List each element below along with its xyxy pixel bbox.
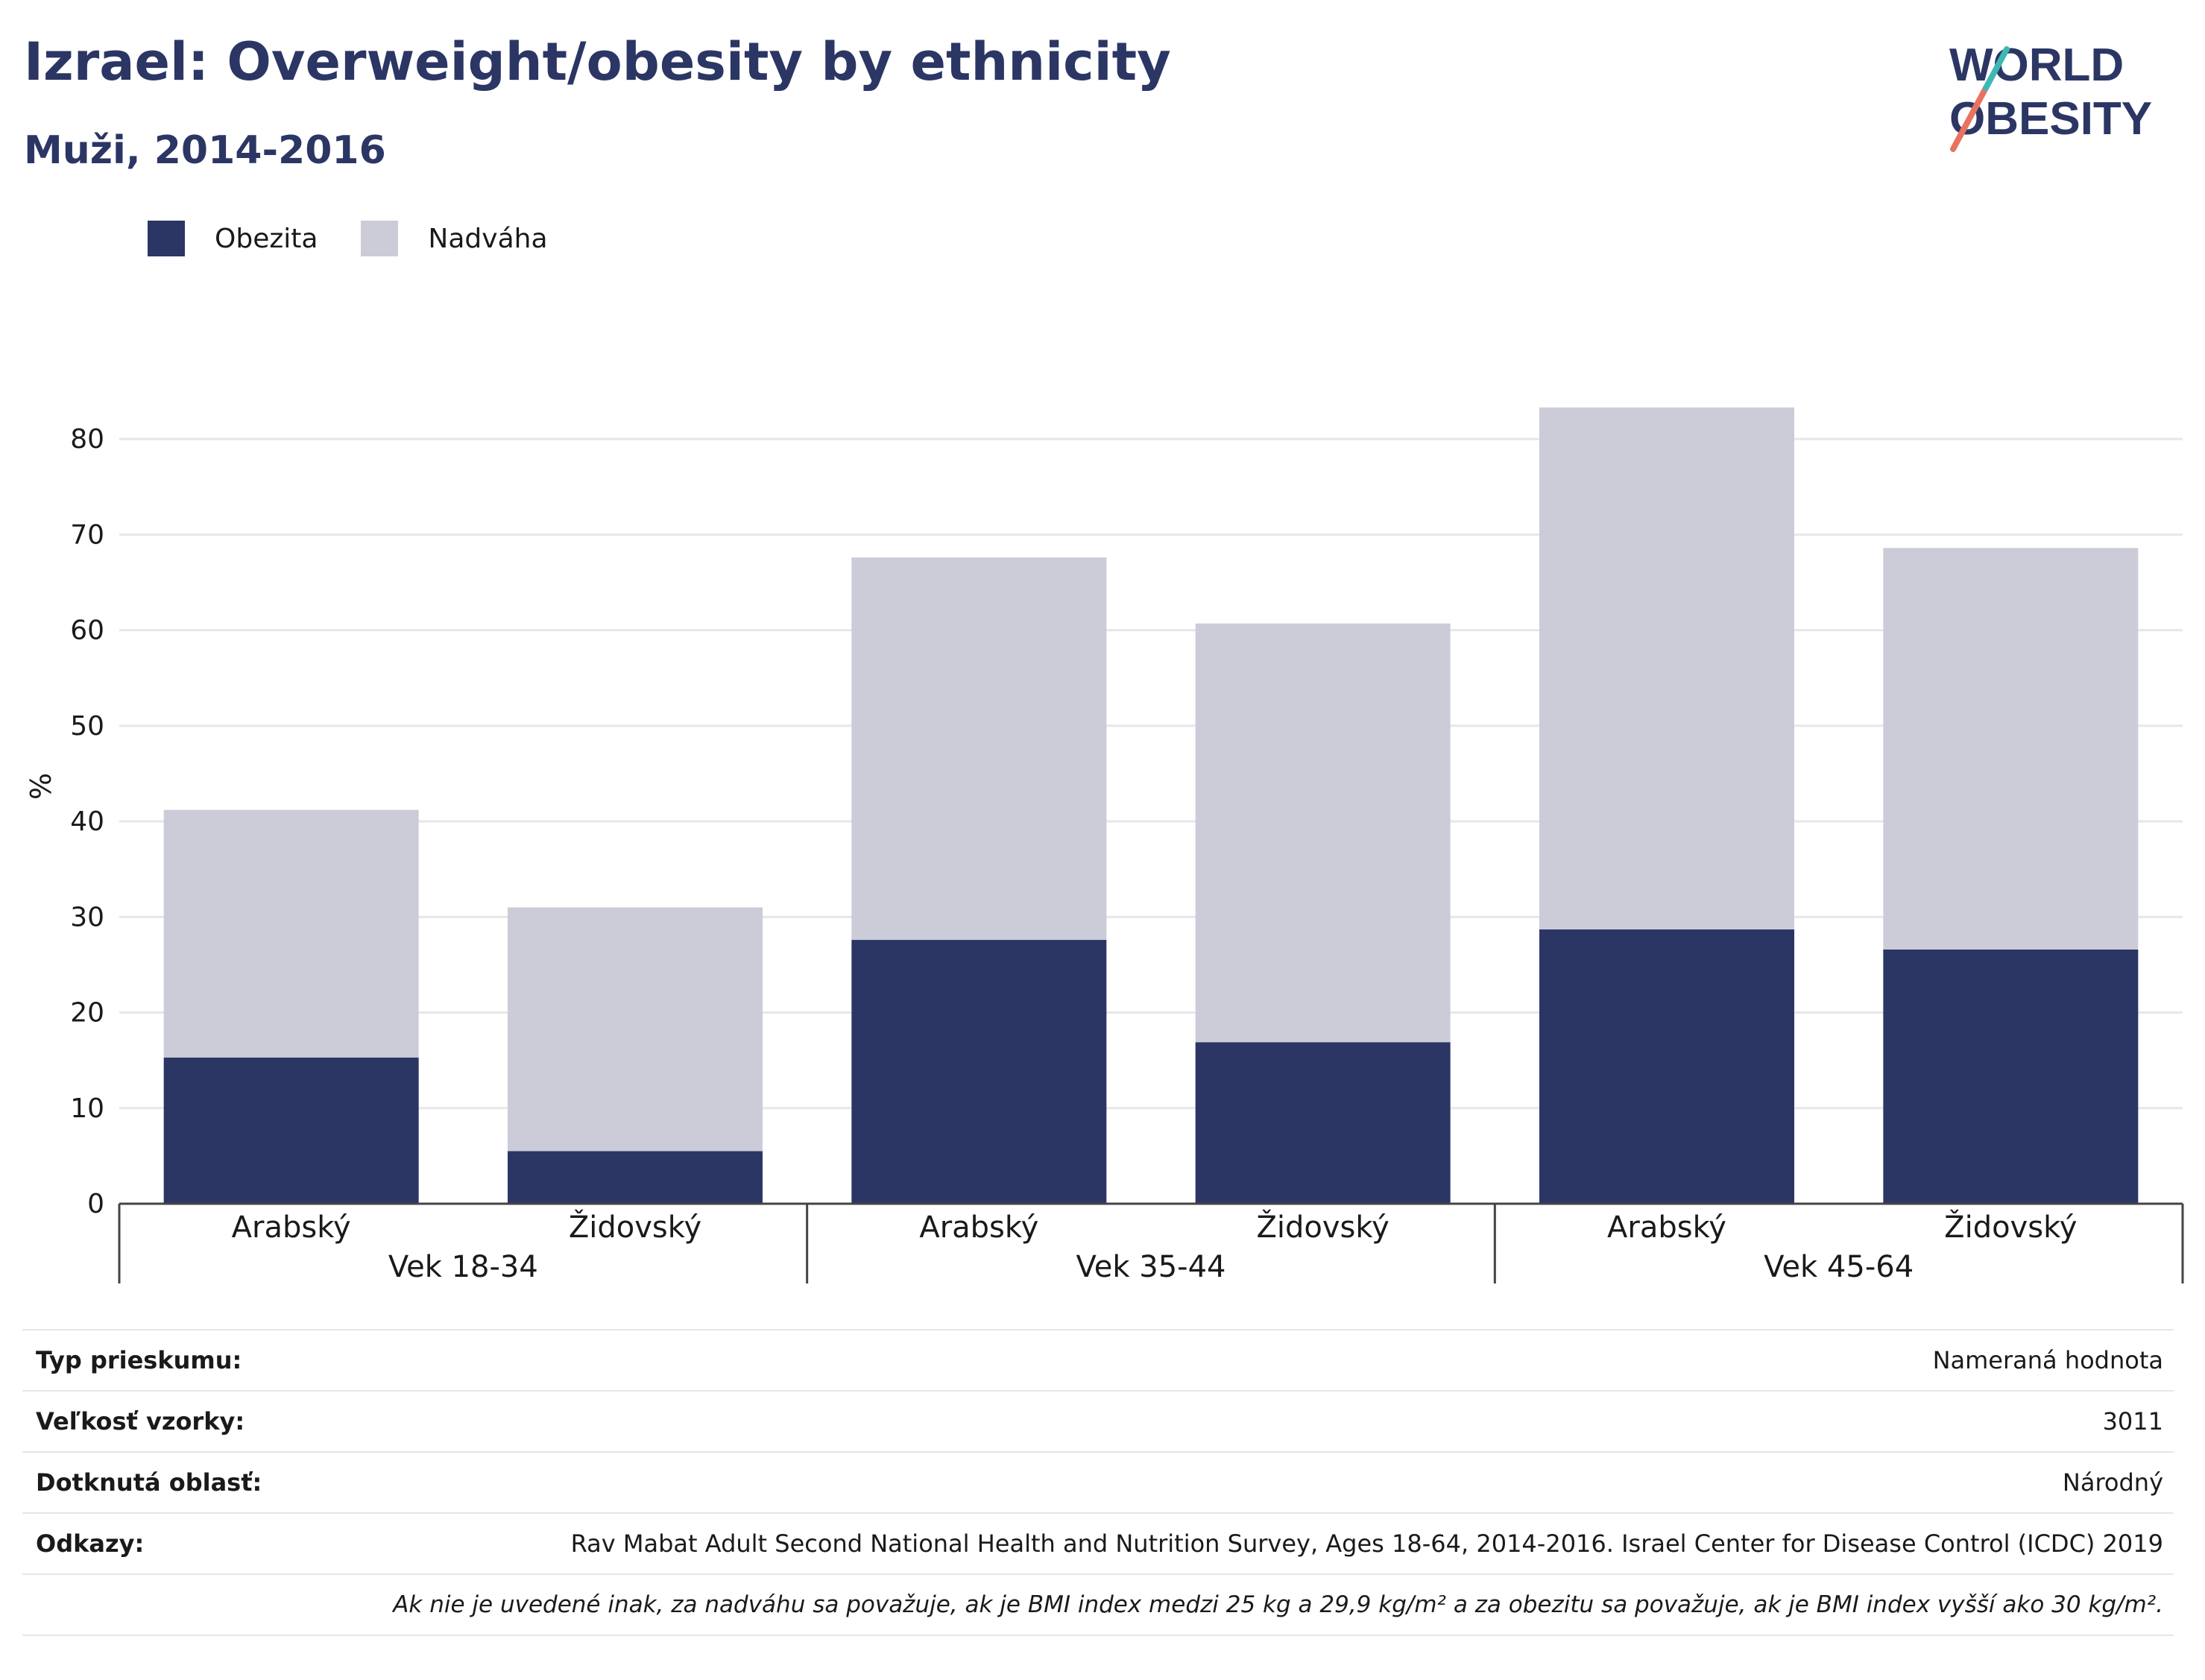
info-value: Nameraná hodnota <box>1932 1346 2163 1374</box>
y-tick-label: 60 <box>70 616 104 646</box>
bar-obesity <box>163 1057 419 1204</box>
info-value: 3011 <box>2102 1407 2163 1436</box>
chart-title: Izrael: Overweight/obesity by ethnicity <box>24 31 1171 92</box>
logo-line1: WORLD <box>1949 40 2124 91</box>
info-label: Veľkosť vzorky: <box>36 1407 245 1436</box>
x-group-label: Vek 35-44 <box>1076 1250 1226 1284</box>
x-tick-label: Arabský <box>919 1210 1038 1245</box>
info-label: Typ prieskumu: <box>36 1346 242 1374</box>
bar-overweight <box>508 907 763 1152</box>
bar-obesity <box>1883 949 2139 1204</box>
x-group-label: Vek 18-34 <box>388 1250 538 1284</box>
stacked-bar-chart: 0 10 20 30 40 50 60 70 80% Arabský Židovský Arabský… <box>25 407 2184 1284</box>
x-tick-label: Arabský <box>232 1210 351 1245</box>
bar-overweight <box>1539 407 1794 929</box>
info-label: Odkazy: <box>36 1529 145 1558</box>
bar-obesity <box>1539 929 1794 1204</box>
legend-swatch-overweight <box>361 221 399 256</box>
y-axis-label: % <box>25 773 57 800</box>
y-tick-label: 40 <box>70 806 104 837</box>
y-tick-label: 30 <box>70 902 104 932</box>
legend-label-overweight: Nadváha <box>428 223 548 254</box>
x-tick-label: Arabský <box>1607 1210 1726 1245</box>
world-obesity-logo: WORLD OBESITY <box>1949 40 2152 152</box>
y-tick-label: 10 <box>70 1093 104 1124</box>
legend-label-obesity: Obezita <box>215 223 318 254</box>
definition-note: Ak nie je uvedené inak, za nadváhu sa po… <box>22 1573 2174 1636</box>
bar-overweight <box>163 809 419 1058</box>
bar-obesity <box>851 940 1107 1204</box>
bar-overweight <box>1883 548 2139 950</box>
info-value: Národný <box>2062 1468 2163 1497</box>
x-tick-label: Židovský <box>1257 1209 1389 1245</box>
info-value: Rav Mabat Adult Second National Health a… <box>570 1529 2163 1558</box>
y-tick-label: 20 <box>70 998 104 1029</box>
info-row-references: Odkazy: Rav Mabat Adult Second National … <box>22 1512 2174 1573</box>
x-tick-label: Židovský <box>569 1209 701 1245</box>
y-tick-label: 70 <box>70 520 104 550</box>
bar-overweight <box>851 558 1107 941</box>
logo-slash-teal <box>1983 46 2010 91</box>
x-tick-label: Židovský <box>1944 1209 2077 1245</box>
legend-swatch-obesity <box>148 221 185 256</box>
info-label: Dotknutá oblasť: <box>36 1468 262 1497</box>
bar-obesity <box>1195 1042 1451 1204</box>
y-tick-label: 50 <box>70 711 104 742</box>
bar-obesity <box>508 1151 763 1204</box>
legend-item-overweight[interactable]: Nadváha <box>361 221 548 256</box>
survey-info-table: Typ prieskumu: Nameraná hodnota Veľkosť … <box>22 1329 2174 1636</box>
bar-overweight <box>1195 623 1451 1043</box>
info-row-sample-size: Veľkosť vzorky: 3011 <box>22 1390 2174 1451</box>
chart-subtitle: Muži, 2014-2016 <box>24 128 386 173</box>
y-tick-label: 0 <box>87 1189 104 1219</box>
legend-item-obesity[interactable]: Obezita <box>148 221 318 256</box>
y-tick-label: 80 <box>70 424 104 455</box>
chart-legend: Obezita Nadváha <box>148 221 591 256</box>
x-group-label: Vek 45-64 <box>1764 1250 1914 1284</box>
info-row-area: Dotknutá oblasť: Národný <box>22 1451 2174 1512</box>
logo-slash-coral <box>1950 85 1989 152</box>
info-row-survey-type: Typ prieskumu: Nameraná hodnota <box>22 1329 2174 1390</box>
logo-line2: OBESITY <box>1949 93 2152 145</box>
